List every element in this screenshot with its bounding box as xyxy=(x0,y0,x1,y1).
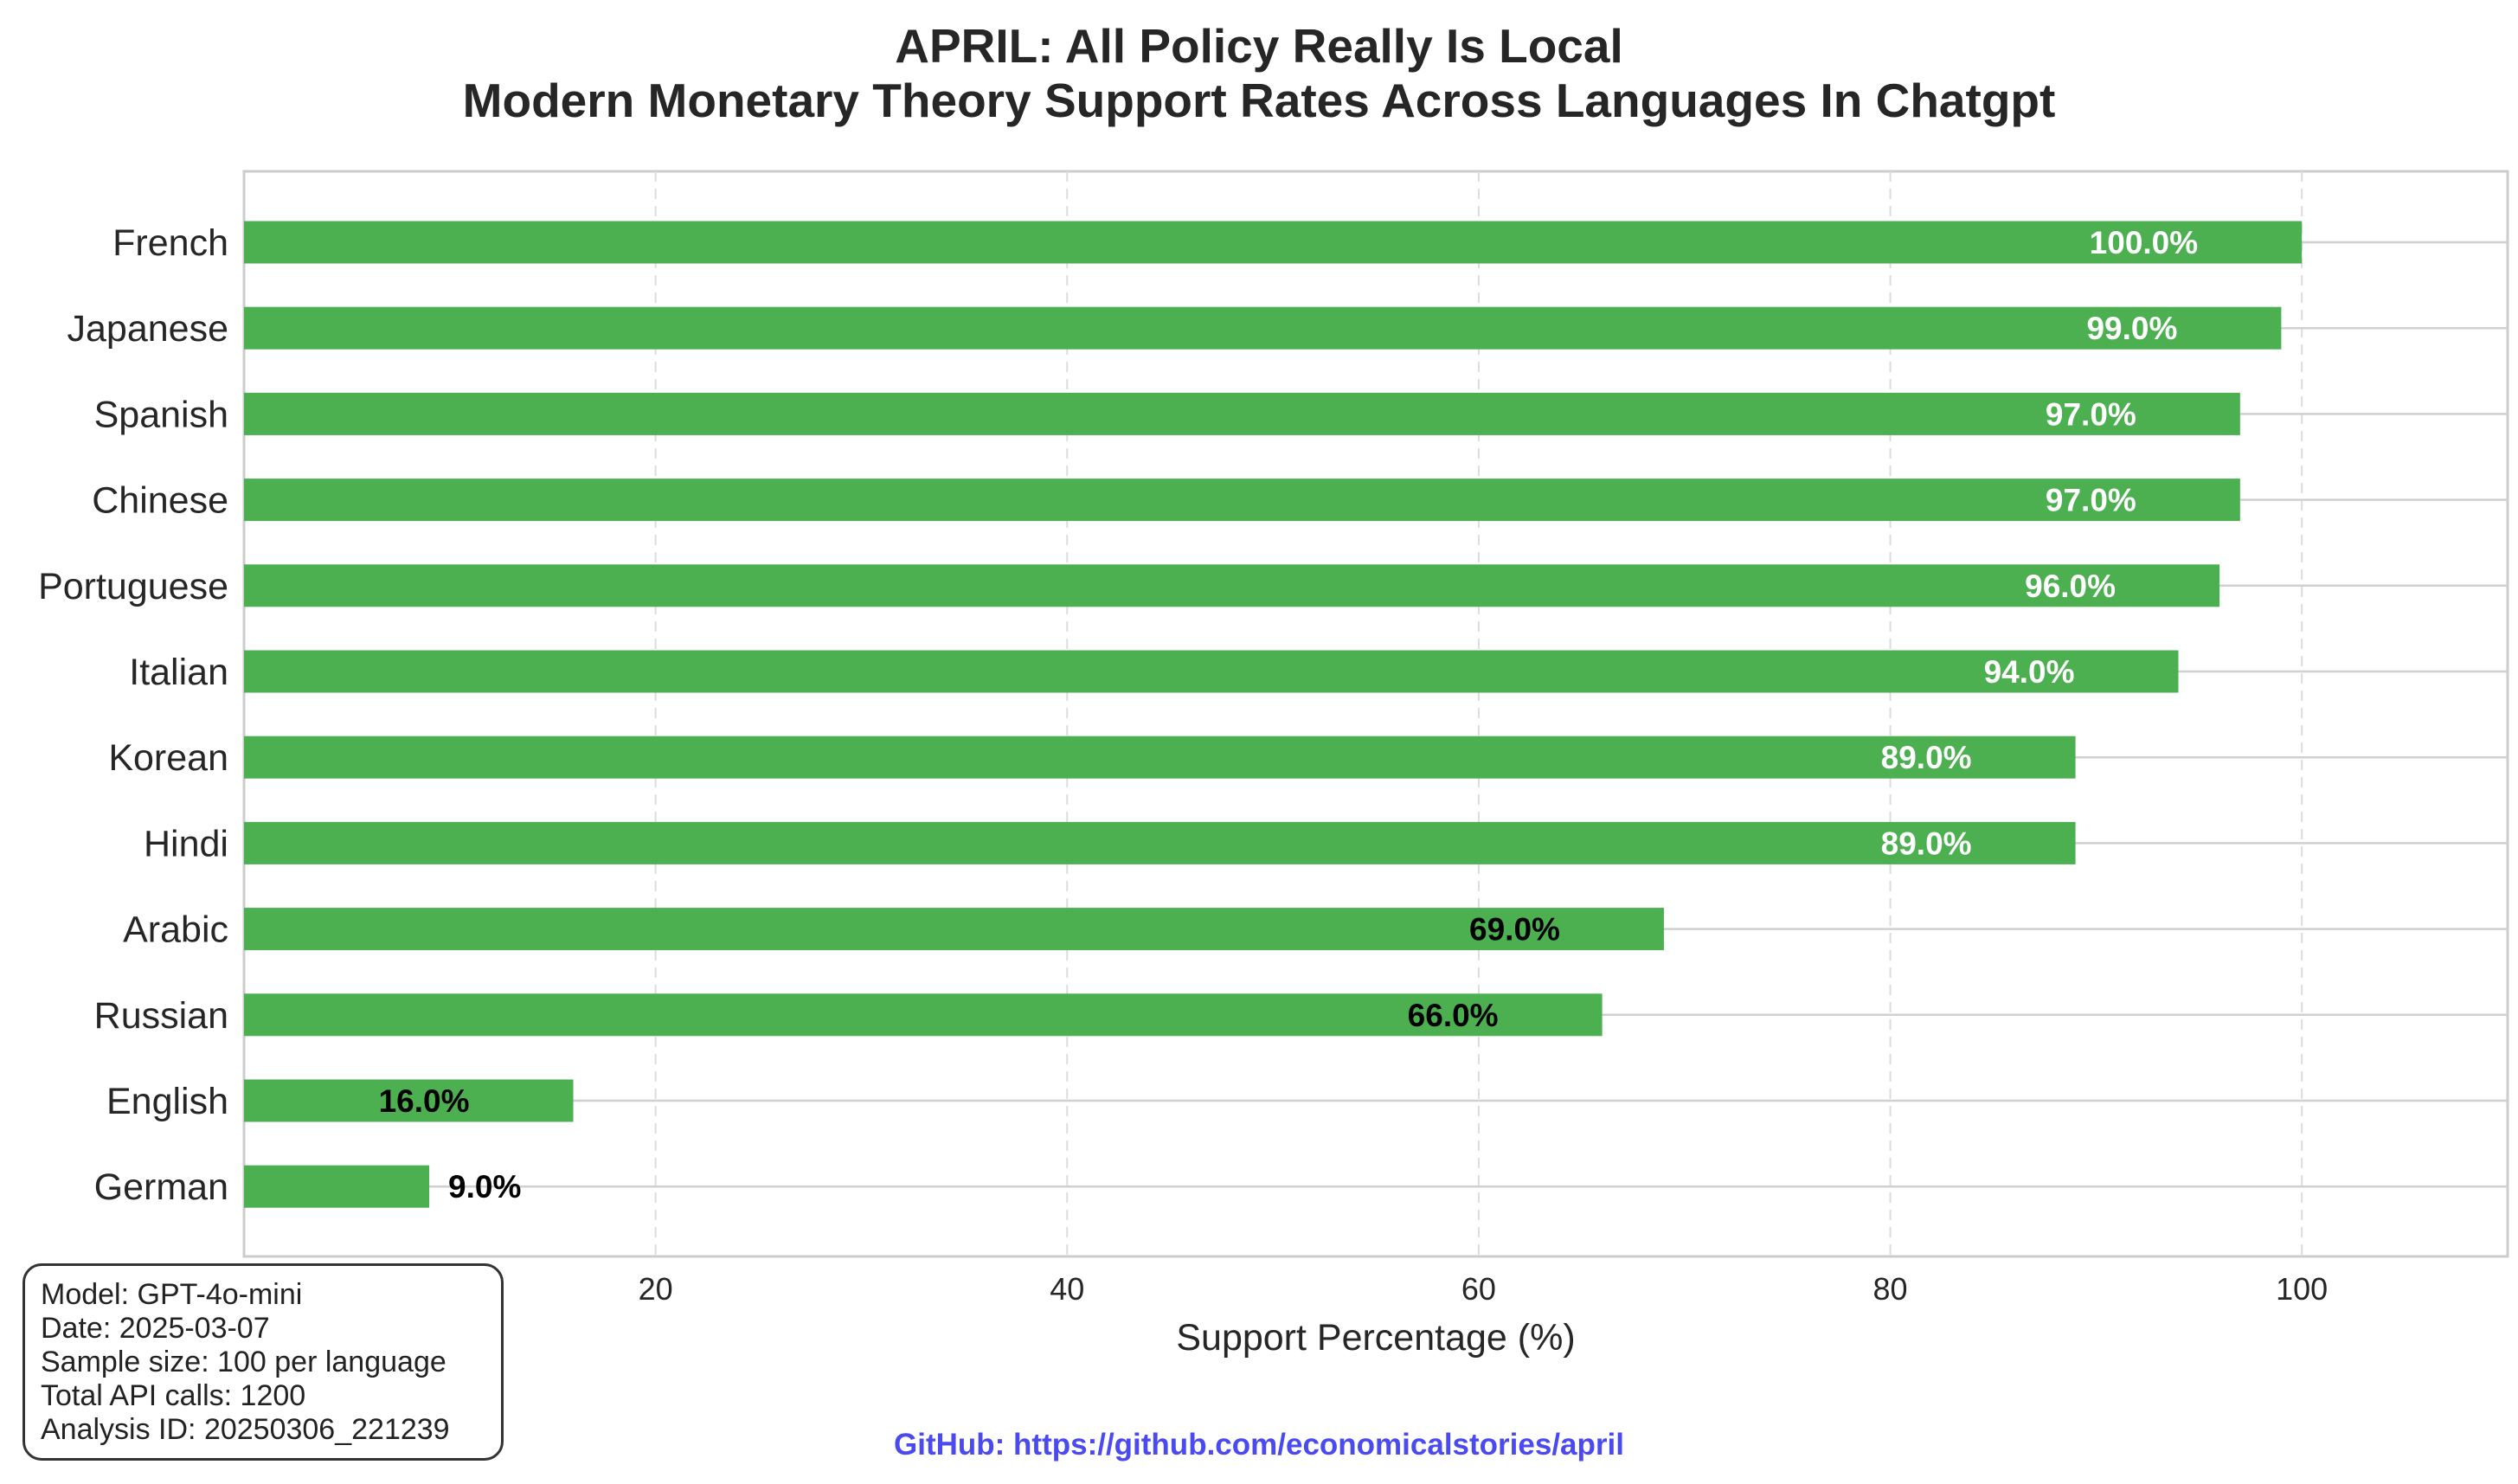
data-label: 100.0% xyxy=(2090,225,2199,260)
category-label: Korean xyxy=(108,737,228,779)
category-label: Hindi xyxy=(144,823,228,864)
info-model: Model: GPT-4o-mini xyxy=(41,1278,303,1311)
plot-frame xyxy=(242,170,2509,1258)
category-label: Russian xyxy=(94,995,228,1037)
bar xyxy=(244,564,2220,607)
bar xyxy=(244,650,2179,693)
bar xyxy=(244,993,1603,1037)
info-sample-size: Sample size: 100 per language xyxy=(41,1346,446,1378)
category-label: French xyxy=(112,222,228,264)
bar xyxy=(244,221,2303,264)
category-label: Chinese xyxy=(92,480,228,522)
data-label: 94.0% xyxy=(1984,654,2075,690)
bar xyxy=(244,479,2240,522)
info-box: Model: GPT-4o-mini Date: 2025-03-07 Samp… xyxy=(22,1263,504,1461)
x-tick-label: 60 xyxy=(1461,1271,1496,1307)
x-tick-label: 80 xyxy=(1873,1271,1908,1307)
bar xyxy=(244,821,2076,864)
data-label: 9.0% xyxy=(448,1169,521,1205)
category-label: Arabic xyxy=(123,909,228,951)
bar xyxy=(244,736,2076,779)
data-label: 89.0% xyxy=(1881,740,1972,775)
data-label: 69.0% xyxy=(1469,912,1560,948)
data-label: 97.0% xyxy=(2046,483,2136,518)
data-label: 99.0% xyxy=(2086,311,2177,346)
data-label: 97.0% xyxy=(2046,396,2136,432)
github-link[interactable]: GitHub: https://github.com/economicalsto… xyxy=(894,1428,1624,1462)
x-axis-title: Support Percentage (%) xyxy=(1176,1317,1575,1359)
info-api-calls: Total API calls: 1200 xyxy=(41,1379,306,1412)
category-label: English xyxy=(106,1081,228,1122)
bar xyxy=(244,306,2282,350)
category-label: Italian xyxy=(129,652,228,693)
bar xyxy=(244,1165,430,1208)
chart-title-line-2: Modern Monetary Theory Support Rates Acr… xyxy=(463,74,2056,127)
data-label: 89.0% xyxy=(1881,826,1972,861)
data-label: 66.0% xyxy=(1408,998,1499,1033)
data-label: 16.0% xyxy=(379,1083,470,1119)
x-tick-label: 100 xyxy=(2276,1271,2328,1307)
info-analysis-id: Analysis ID: 20250306_221239 xyxy=(41,1413,450,1446)
category-label: Portuguese xyxy=(38,566,228,607)
bar xyxy=(244,1079,574,1122)
category-label: Spanish xyxy=(94,394,228,435)
chart-title-line-1: APRIL: All Policy Really Is Local xyxy=(895,19,1623,73)
data-label: 96.0% xyxy=(2025,569,2116,604)
bar xyxy=(244,392,2240,435)
x-tick-label: 40 xyxy=(1050,1271,1084,1307)
bar xyxy=(244,908,1664,951)
category-label: Japanese xyxy=(67,308,229,350)
info-date: Date: 2025-03-07 xyxy=(41,1312,270,1345)
category-label: German xyxy=(94,1166,228,1208)
x-tick-label: 20 xyxy=(639,1271,673,1307)
